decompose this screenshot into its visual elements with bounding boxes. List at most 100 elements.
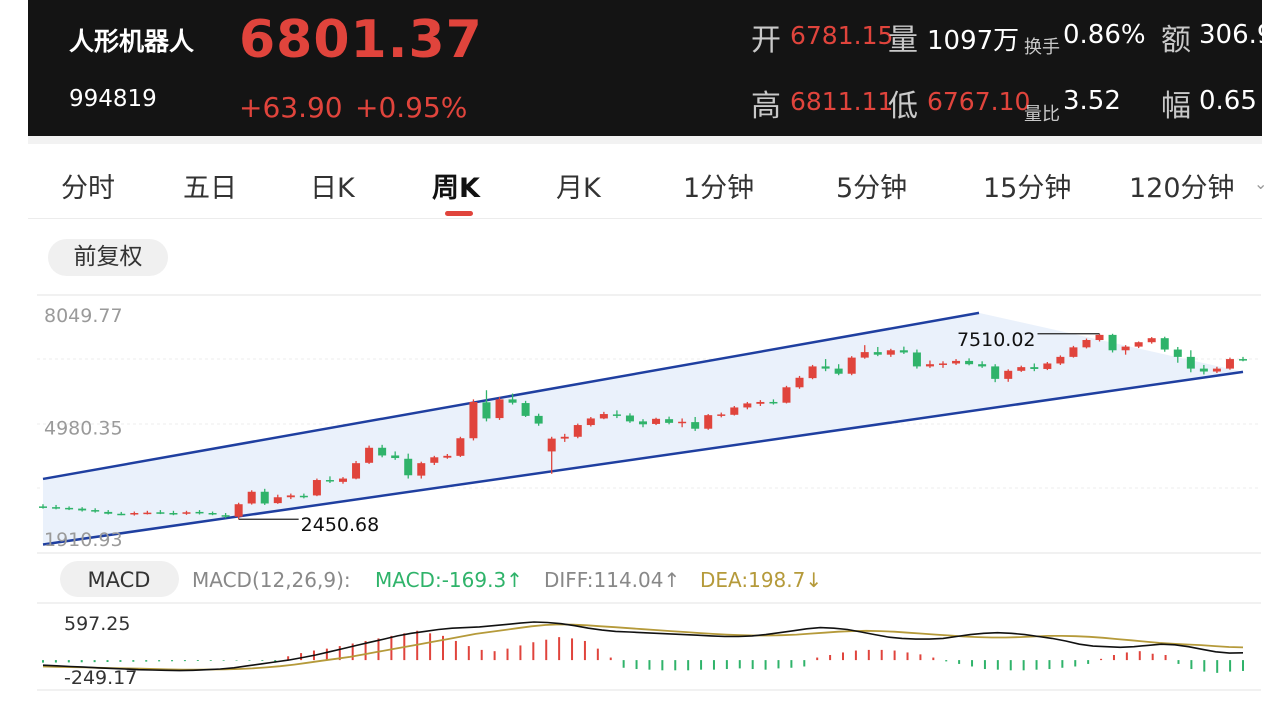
chevron-down-icon[interactable]: ⌄ [1254,174,1268,193]
amplitude-value: 0.65 [1199,86,1257,116]
candle-body [39,506,47,508]
candle-body [1225,359,1234,369]
turnover-label: 换手 [1024,37,1060,58]
candle-body [1121,346,1130,351]
candle-body [886,350,895,355]
trend-channel [42,311,1244,546]
current-price: 6801.37 [239,10,483,70]
candle-body [391,455,400,459]
quote-header: 人形机器人 994819 6801.37 +63.90 +0.95% 开 678… [28,0,1262,136]
candle-body [795,377,804,388]
diff-line [42,621,1244,672]
amount-label: 额 [1161,23,1191,58]
dea-line [42,623,1244,671]
candle-body [573,425,582,437]
candle-body [952,360,961,364]
candle-body [704,415,713,429]
tab-weekly-k[interactable]: 周K [432,173,480,204]
kline-axis-labels: 8049.77 4980.35 1910.93 7510.02 2450.68 [44,305,1100,551]
candle-body [769,401,778,404]
candle-body [534,415,543,424]
candle-body [821,366,830,369]
active-tab-indicator [445,211,473,216]
candle-body [1082,340,1091,348]
candle-body [925,364,934,367]
candle-body [378,447,387,456]
tab-daily-k[interactable]: 日K [310,173,355,204]
macd-background [37,602,1261,691]
candle-body [1173,349,1182,357]
tab-120min[interactable]: 120分钟 [1129,173,1235,204]
vol-ratio-label: 量比 [1024,104,1060,125]
candle-body [365,447,374,463]
y-axis-label-bottom: 1910.93 [44,529,123,551]
candle-body [521,403,530,416]
candle-body [1056,356,1065,364]
min-price-label: 2450.68 [301,514,380,536]
candle-body [169,513,178,515]
candle-body [469,401,478,439]
macd-axis-label-top: 597.25 [64,613,130,635]
turnover-value: 0.86% [1063,20,1146,50]
candle-body [808,366,817,379]
candle-body [195,511,204,514]
candle-body [104,511,113,514]
candle-body [1043,363,1052,369]
candle-body [899,350,908,353]
candle-body [652,418,661,424]
candle-body [1030,367,1039,369]
diff-value: DIFF:114.04↑ [544,568,680,592]
candle-body [1212,368,1221,372]
candle-body [782,387,791,403]
candle-body [182,512,191,514]
candle-body [260,491,269,504]
candle-body [691,422,700,429]
candle-body [130,513,139,515]
tab-1min[interactable]: 1分钟 [683,173,755,204]
period-tabs: 分时 五日 日K 周K 月K 1分钟 5分钟 15分钟 120分钟 ⌄ [28,144,1267,219]
candle-body [456,438,465,456]
candle-body [612,414,621,416]
tab-5min[interactable]: 5分钟 [836,173,908,204]
candle-body [756,401,765,404]
channel-lower-line [42,370,1244,546]
macd-pill [60,561,179,597]
candle-body [404,458,413,476]
candle-body [208,513,217,515]
candle-body [325,480,334,482]
candle-body [1199,368,1208,372]
candle-body [1186,356,1195,369]
price-change-pct: +0.95% [355,91,468,124]
candle-body [1160,338,1169,350]
candlestick-series [39,333,1247,520]
dea-value: DEA:198.7↓ [700,568,822,592]
tab-monthly-k[interactable]: 月K [556,173,601,204]
candle-body [143,512,152,515]
tab-intraday[interactable]: 分时 [61,173,115,204]
tab-five-day[interactable]: 五日 [183,173,237,204]
adjust-mode-button[interactable]: 前复权 [48,239,168,276]
low-value: 6767.10 [927,87,1031,116]
macd-histogram [42,630,1244,673]
candle-body [299,495,308,498]
low-label: 低 [888,89,918,124]
candle-body [586,418,595,426]
right-margin [1262,0,1280,723]
candle-body [1134,342,1143,347]
tab-15min[interactable]: 15分钟 [983,173,1072,204]
candle-body [312,480,321,496]
channel-upper-line [42,311,980,481]
candle-body [678,421,687,424]
candle-body [352,463,361,479]
stock-name: 人形机器人 [69,27,195,56]
candle-body [52,507,61,509]
candle-body [65,507,74,510]
candle-body [665,419,674,423]
candle-body [417,463,426,476]
candle-body [495,399,504,419]
candle-body [730,407,739,415]
candle-body [1108,334,1117,351]
candle-body [1147,338,1156,343]
candle-body [547,438,556,452]
candle-body [482,402,491,419]
